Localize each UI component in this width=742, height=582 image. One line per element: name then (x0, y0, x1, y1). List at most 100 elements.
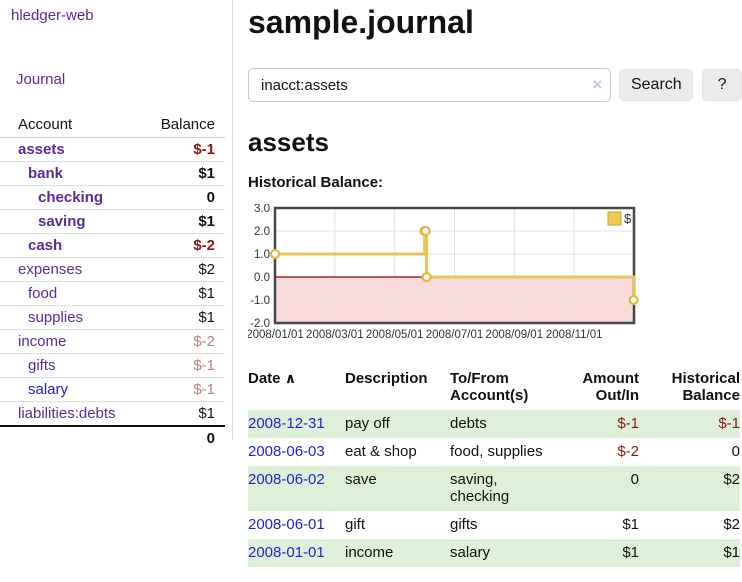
account-row: saving $1 (0, 209, 225, 234)
clear-search-icon[interactable]: × (592, 75, 603, 94)
account-link[interactable]: income (18, 333, 67, 350)
transaction-date-link[interactable]: 2008-06-01 (248, 516, 325, 533)
sidebar-item-journal[interactable]: Journal (16, 71, 66, 88)
account-balance: $-2 (144, 329, 225, 354)
account-row: expenses $2 (0, 257, 225, 282)
account-row: income $-2 (0, 329, 225, 354)
account-balance: $1 (144, 161, 225, 186)
account-row: salary $-1 (0, 377, 225, 402)
account-link[interactable]: supplies (28, 309, 84, 326)
account-balance: $1 (144, 305, 225, 330)
register-header-description: Description (345, 370, 428, 387)
account-link[interactable]: salary (28, 381, 69, 398)
search-input[interactable] (248, 68, 612, 102)
account-link[interactable]: checking (38, 189, 104, 206)
register-row: 2008-06-01 gift gifts $1 $2 (248, 511, 740, 539)
transaction-date-link[interactable]: 2008-01-01 (248, 544, 325, 561)
account-balance: $-1 (144, 137, 225, 162)
account-balance: $-1 (144, 353, 225, 378)
app-title-link[interactable]: hledger-web (11, 7, 94, 24)
transaction-date-link[interactable]: 2008-06-02 (248, 471, 325, 488)
page-title: sample.journal (248, 4, 474, 40)
transaction-date-link[interactable]: 2008-12-31 (248, 415, 325, 432)
register-row: 2008-01-01 income salary $1 $1 (248, 539, 740, 567)
transaction-description: save (345, 466, 450, 511)
sidebar: hledger-web Journal Account Balance asse… (0, 0, 233, 447)
account-link[interactable]: liabilities:debts (18, 405, 116, 422)
transaction-amount: $1 (558, 539, 641, 567)
search-form: × Search ? (248, 68, 742, 102)
svg-text:2008/07/01: 2008/07/01 (426, 329, 484, 341)
account-link[interactable]: gifts (28, 357, 56, 374)
transaction-amount: $1 (622, 516, 639, 533)
transaction-balance: $2 (641, 466, 740, 511)
transaction-accounts: salary (450, 539, 558, 567)
transaction-accounts: gifts (450, 516, 478, 533)
svg-text:-1.0: -1.0 (250, 295, 270, 307)
transaction-balance: 0 (731, 443, 740, 460)
account-link[interactable]: saving (38, 213, 86, 230)
transaction-description: gift (345, 516, 366, 533)
svg-text:0.0: 0.0 (254, 272, 270, 284)
sort-asc-icon: ∧ (284, 370, 297, 386)
register-header-amount: Amount Out/In (582, 370, 639, 404)
account-link[interactable]: expenses (18, 261, 83, 278)
accounts-total-row: 0 (0, 426, 225, 450)
transaction-amount: 0 (558, 466, 641, 511)
account-row: liabilities:debts $1 (0, 401, 225, 427)
svg-text:$: $ (624, 211, 632, 226)
register-header-accounts: To/From Account(s) (450, 370, 529, 404)
svg-text:1.0: 1.0 (254, 249, 270, 261)
account-balance: $-2 (144, 233, 225, 258)
account-row: supplies $1 (0, 305, 225, 330)
transaction-accounts: food, supplies (450, 443, 543, 460)
register-row: 2008-06-02 save saving, checking 0 $2 (248, 466, 740, 511)
register-row: 2008-06-03 eat & shop food, supplies $-2 0 (248, 438, 740, 466)
account-link[interactable]: bank (28, 165, 64, 182)
transaction-balance: $1 (641, 539, 740, 567)
transaction-description: pay off (345, 410, 450, 438)
transaction-amount: $-2 (617, 443, 639, 460)
account-row: cash $-2 (0, 233, 225, 258)
account-balance: $1 (144, 401, 225, 427)
svg-text:2008/09/01: 2008/09/01 (486, 329, 544, 341)
accounts-header-balance: Balance (144, 113, 225, 138)
svg-text:-2.0: -2.0 (250, 318, 270, 330)
account-link[interactable]: food (28, 285, 58, 302)
balance-chart: $3.0 2.0 1.0 0.0 -1.0 -2.0 2008/01/01 2008/03/0… (246, 203, 742, 349)
transaction-balance: $-1 (641, 410, 740, 438)
register-tbody: 2008-12-31 pay off debts $-1 $-1 2008-06-03 ea… (248, 410, 740, 567)
register-header-row: Date ∧ Description To/From Account(s) Am… (248, 368, 740, 410)
register-header-date[interactable]: Date ∧ (248, 370, 297, 387)
account-link[interactable]: assets (18, 141, 65, 158)
accounts-tbody: assets $-1 bank $1 checking 0 saving $1 cash $-2 e… (0, 137, 225, 427)
account-row: gifts $-1 (0, 353, 225, 378)
svg-text:2008/05/01: 2008/05/01 (366, 329, 424, 341)
chart-title: Historical Balance: (248, 174, 384, 191)
accounts-table: Account Balance assets $-1 bank $1 checking 0… (0, 113, 225, 450)
account-balance: 0 (144, 185, 225, 210)
register-row: 2008-12-31 pay off debts $-1 $-1 (248, 410, 740, 438)
svg-text:2008/11/01: 2008/11/01 (546, 329, 603, 341)
account-balance: $-1 (144, 377, 225, 402)
main-content: sample.journal × Search ? assets Histori… (246, 0, 742, 567)
svg-text:2.0: 2.0 (254, 226, 270, 238)
account-balance: $1 (144, 209, 225, 234)
transaction-description: income (345, 539, 450, 567)
svg-text:3.0: 3.0 (254, 204, 270, 215)
svg-text:2008/03/01: 2008/03/01 (306, 329, 364, 341)
transaction-date-link[interactable]: 2008-06-03 (248, 443, 325, 460)
svg-text:2008/01/01: 2008/01/01 (248, 329, 304, 341)
help-button[interactable]: ? (702, 69, 742, 101)
register-header-balance: Historical Balance (671, 370, 740, 404)
account-row: checking 0 (0, 185, 225, 210)
account-row: bank $1 (0, 161, 225, 186)
search-button[interactable]: Search (619, 69, 694, 101)
register-table: Date ∧ Description To/From Account(s) Am… (248, 368, 740, 567)
transaction-amount: $-1 (558, 410, 641, 438)
account-balance: $2 (144, 257, 225, 282)
account-link[interactable]: cash (28, 237, 63, 254)
accounts-total-value: 0 (206, 430, 215, 447)
account-row: food $1 (0, 281, 225, 306)
